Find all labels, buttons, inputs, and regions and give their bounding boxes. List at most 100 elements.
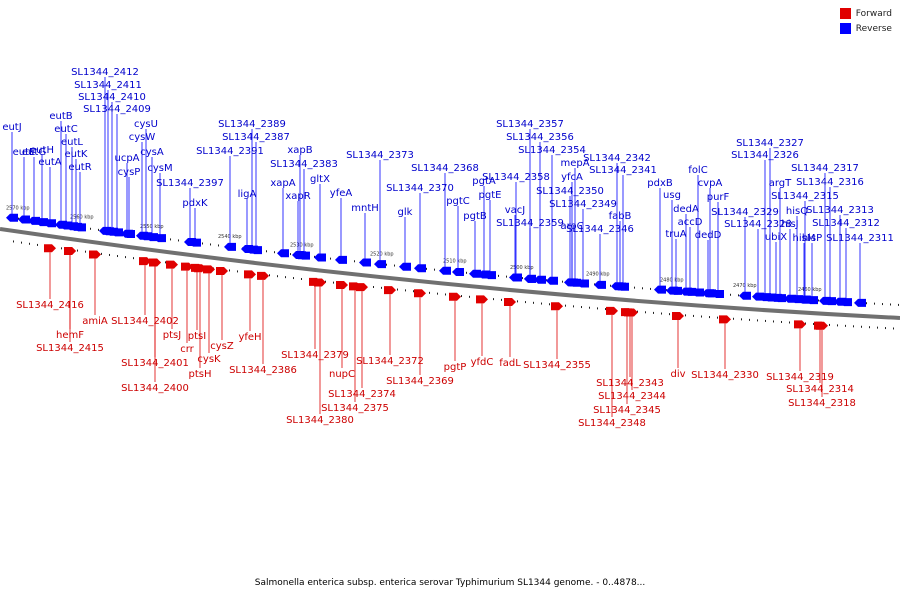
reverse-gene-label[interactable]: gltX xyxy=(310,174,330,185)
reverse-gene-arrow[interactable] xyxy=(712,289,724,298)
reverse-gene-label[interactable]: hisQ xyxy=(786,206,808,217)
reverse-gene-label[interactable]: SL1344_2410 xyxy=(78,92,146,103)
reverse-gene-label[interactable]: vacJ xyxy=(505,205,526,216)
reverse-gene-label[interactable]: yfcA xyxy=(561,172,583,183)
reverse-gene-label[interactable]: pdxK xyxy=(182,198,208,209)
reverse-gene-label[interactable]: dedD xyxy=(695,230,722,241)
forward-gene-arrow[interactable] xyxy=(181,262,193,271)
reverse-gene-label[interactable]: SL1344_2349 xyxy=(549,199,617,210)
reverse-gene-label[interactable]: pgtC xyxy=(446,196,470,207)
forward-gene-arrow[interactable] xyxy=(414,289,426,298)
reverse-gene-arrow[interactable] xyxy=(840,298,852,307)
reverse-gene-label[interactable]: SL1344_2387 xyxy=(222,132,290,143)
reverse-gene-label[interactable]: accD xyxy=(678,217,703,228)
reverse-gene-label[interactable]: SL1344_2329 xyxy=(711,207,779,218)
reverse-gene-arrow[interactable] xyxy=(484,271,496,280)
reverse-gene-label[interactable]: cysU xyxy=(134,119,158,130)
reverse-gene-arrow[interactable] xyxy=(439,266,451,275)
reverse-gene-label[interactable]: eutE xyxy=(13,147,36,158)
forward-gene-arrow[interactable] xyxy=(336,280,348,289)
forward-gene-label[interactable]: SL1344_2330 xyxy=(691,370,759,381)
reverse-gene-label[interactable]: SL1344_2311 xyxy=(826,233,894,244)
reverse-gene-label[interactable]: xapA xyxy=(270,178,295,189)
reverse-gene-label[interactable]: cysM xyxy=(147,163,172,174)
reverse-gene-label[interactable]: ucpA xyxy=(114,153,139,164)
forward-gene-label[interactable]: amiA xyxy=(82,316,108,327)
reverse-gene-arrow[interactable] xyxy=(18,215,30,224)
reverse-gene-label[interactable]: pgtA xyxy=(472,176,496,187)
reverse-gene-label[interactable]: SL1344_2397 xyxy=(156,178,224,189)
reverse-gene-arrow[interactable] xyxy=(469,269,481,278)
forward-gene-arrow[interactable] xyxy=(166,260,178,269)
reverse-gene-label[interactable]: SL1344_2341 xyxy=(589,165,657,176)
reverse-gene-label[interactable]: ligA xyxy=(238,189,257,200)
forward-gene-arrow[interactable] xyxy=(606,306,618,315)
forward-gene-label[interactable]: SL1344_2319 xyxy=(766,372,834,383)
reverse-gene-arrow[interactable] xyxy=(577,279,589,288)
reverse-gene-label[interactable]: eutC xyxy=(54,124,77,135)
reverse-gene-label[interactable]: SL1344_2373 xyxy=(346,150,414,161)
forward-gene-label[interactable]: yfeH xyxy=(238,332,261,343)
reverse-gene-arrow[interactable] xyxy=(335,255,347,264)
reverse-gene-label[interactable]: ubiX xyxy=(765,232,787,243)
reverse-gene-label[interactable]: argT xyxy=(769,178,792,189)
forward-gene-label[interactable]: fadL xyxy=(499,358,521,369)
forward-gene-arrow[interactable] xyxy=(551,302,563,311)
forward-gene-label[interactable]: SL1344_2374 xyxy=(328,389,396,400)
reverse-gene-label[interactable]: fabB xyxy=(609,211,632,222)
reverse-gene-arrow[interactable] xyxy=(359,258,371,267)
reverse-gene-arrow[interactable] xyxy=(824,297,836,306)
reverse-gene-arrow[interactable] xyxy=(154,234,166,243)
forward-gene-arrow[interactable] xyxy=(149,258,161,267)
reverse-gene-label[interactable]: cysW xyxy=(129,132,156,143)
forward-gene-arrow[interactable] xyxy=(476,295,488,304)
reverse-gene-arrow[interactable] xyxy=(6,213,18,222)
forward-gene-label[interactable]: ptsJ xyxy=(163,330,181,341)
forward-gene-arrow[interactable] xyxy=(449,292,461,301)
reverse-gene-label[interactable]: aroC xyxy=(560,221,583,232)
reverse-gene-label[interactable]: SL1344_2354 xyxy=(518,145,586,156)
forward-gene-label[interactable]: yfdC xyxy=(471,357,494,368)
reverse-gene-arrow[interactable] xyxy=(414,264,426,273)
forward-gene-label[interactable]: div xyxy=(670,369,685,380)
forward-gene-arrow[interactable] xyxy=(257,271,269,280)
reverse-gene-arrow[interactable] xyxy=(684,287,696,296)
reverse-gene-label[interactable]: xapB xyxy=(287,145,312,156)
reverse-gene-label[interactable]: truA xyxy=(665,229,686,240)
forward-gene-arrow[interactable] xyxy=(244,270,256,279)
forward-gene-arrow[interactable] xyxy=(44,244,56,253)
reverse-gene-label[interactable]: cysA xyxy=(140,147,164,158)
reverse-gene-arrow[interactable] xyxy=(111,228,123,237)
forward-gene-label[interactable]: cysZ xyxy=(210,341,234,352)
forward-gene-label[interactable]: SL1344_2415 xyxy=(36,343,104,354)
forward-gene-label[interactable]: SL1344_2380 xyxy=(286,415,354,426)
forward-gene-label[interactable]: ptsI xyxy=(188,331,206,342)
reverse-gene-label[interactable]: SL1344_2383 xyxy=(270,159,338,170)
forward-gene-label[interactable]: SL1344_2343 xyxy=(596,378,664,389)
forward-gene-label[interactable]: SL1344_2372 xyxy=(356,356,424,367)
forward-gene-label[interactable]: SL1344_2375 xyxy=(321,403,389,414)
reverse-gene-arrow[interactable] xyxy=(566,278,578,287)
forward-gene-label[interactable]: SL1344_2348 xyxy=(578,418,646,429)
forward-gene-label[interactable]: SL1344_2345 xyxy=(593,405,661,416)
reverse-gene-arrow[interactable] xyxy=(739,291,751,300)
reverse-gene-label[interactable]: SL1344_2326 xyxy=(731,150,799,161)
reverse-gene-arrow[interactable] xyxy=(617,282,629,291)
reverse-gene-label[interactable]: SL1344_2359 xyxy=(496,218,564,229)
reverse-gene-label[interactable]: SL1344_2342 xyxy=(583,153,651,164)
reverse-gene-label[interactable]: SL1344_2317 xyxy=(791,163,859,174)
reverse-gene-label[interactable]: pgtB xyxy=(463,211,487,222)
reverse-gene-label[interactable]: cvpA xyxy=(698,178,723,189)
reverse-gene-label[interactable]: SL1344_2357 xyxy=(496,119,564,130)
reverse-gene-arrow[interactable] xyxy=(770,293,782,302)
forward-gene-label[interactable]: pgtP xyxy=(444,362,467,373)
reverse-gene-label[interactable]: hisJ xyxy=(781,219,798,230)
reverse-gene-label[interactable]: glk xyxy=(398,207,413,218)
reverse-gene-arrow[interactable] xyxy=(292,250,304,259)
reverse-gene-label[interactable]: purF xyxy=(707,192,730,203)
reverse-gene-label[interactable]: SL1344_2356 xyxy=(506,132,574,143)
reverse-gene-arrow[interactable] xyxy=(241,244,253,253)
forward-gene-arrow[interactable] xyxy=(504,297,516,306)
reverse-gene-label[interactable]: SL1344_2389 xyxy=(218,119,286,130)
reverse-gene-label[interactable]: SL1344_2409 xyxy=(83,104,151,115)
